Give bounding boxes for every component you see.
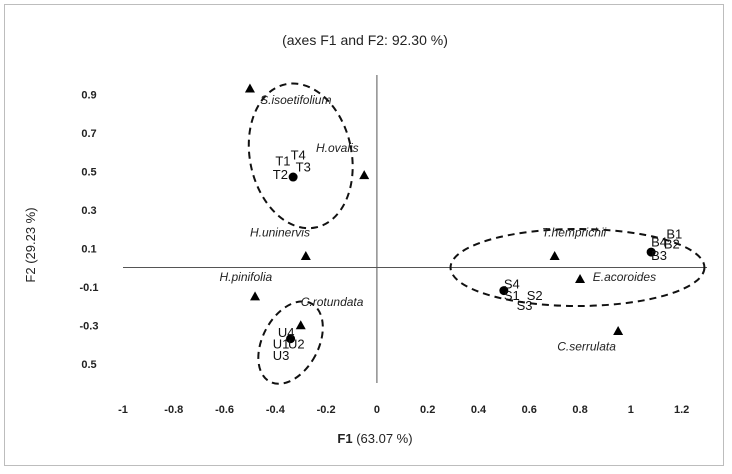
chart-title: (axes F1 and F2: 92.30 %)	[282, 32, 448, 48]
variable-marker	[295, 320, 306, 330]
cluster-ellipse	[247, 82, 354, 230]
y-tick-labels: 0.9 0.7 0.5 0.3 0.1 -0.1 -0.3 0.5	[80, 89, 99, 371]
observation-marker	[288, 172, 298, 182]
x-tick-label: -0.4	[266, 404, 286, 416]
observation-marker	[646, 247, 656, 257]
cluster-ellipse	[449, 228, 706, 307]
variable-label: H.pinifolia	[219, 270, 272, 284]
variable-label: T.hemprichii	[542, 226, 607, 240]
x-tick-label: -0.2	[317, 404, 336, 416]
x-tick-label: 0.4	[471, 404, 487, 416]
y-tick-label: 0.1	[81, 243, 96, 255]
y-tick-label: -0.1	[80, 282, 99, 294]
x-tick-label: 0	[374, 404, 380, 416]
observation-label: S2	[527, 288, 543, 303]
observation-label: B3	[651, 248, 667, 263]
observation-label: T1	[275, 153, 290, 168]
variable-label: H.uninervis	[250, 226, 310, 240]
observation-label: B1	[666, 227, 682, 242]
variable-label: H.ovalis	[316, 141, 359, 155]
observation-marker	[286, 334, 296, 344]
chart-frame: (axes F1 and F2: 92.30 %) -1 -0.8 -0.6 -0.4…	[4, 4, 724, 466]
variable-marker	[359, 170, 370, 180]
x-tick-label: -1	[118, 404, 128, 416]
observation-label: T3	[296, 159, 311, 174]
x-tick-label: 1.2	[674, 404, 689, 416]
observation-label: T4	[291, 148, 306, 163]
cluster-ellipse	[257, 300, 324, 385]
observation-label: U3	[273, 348, 290, 363]
observation-label: U4	[278, 325, 295, 340]
variable-marker	[613, 326, 624, 336]
x-axis-label-suffix: (63.07 %)	[356, 431, 412, 446]
y-tick-label: 0.5	[81, 166, 96, 178]
variable-marker	[575, 274, 586, 284]
x-axis-label-prefix: F1	[337, 431, 352, 446]
y-tick-label: 0.3	[81, 205, 96, 217]
observation-label: U2	[288, 336, 305, 351]
y-tick-label: 0.9	[81, 89, 96, 101]
x-axis-label: F1 (63.07 %)	[337, 431, 412, 446]
y-tick-label: 0.5	[81, 359, 96, 371]
axes	[123, 75, 707, 383]
y-tick-label: -0.3	[80, 320, 99, 332]
observation-label: B4	[651, 234, 667, 249]
y-tick-label: 0.7	[81, 128, 96, 140]
observation-label: B2	[664, 236, 680, 251]
x-tick-label: -0.6	[215, 404, 234, 416]
x-tick-label: 0.2	[420, 404, 435, 416]
x-tick-label: -0.8	[164, 404, 183, 416]
observation-label: U1	[273, 336, 290, 351]
variable-label: S.isoetifolium	[260, 93, 331, 107]
variable-label: C.rotundata	[301, 295, 364, 309]
observation-label: T2	[273, 167, 288, 182]
pca-biplot: (axes F1 and F2: 92.30 %) -1 -0.8 -0.6 -0.4…	[23, 32, 707, 446]
variable-marker	[250, 291, 261, 301]
observation-label: S4	[504, 277, 520, 292]
variable-marker	[300, 250, 311, 260]
observation-marker	[499, 286, 509, 296]
cluster-ellipses	[247, 82, 706, 385]
variable-marker	[244, 83, 255, 93]
variable-marker	[549, 250, 560, 260]
variable-points: S.isoetifolium H.ovalis H.uninervis H.pinif…	[219, 83, 656, 353]
variable-label: C.serrulata	[557, 339, 616, 353]
x-tick-label: 0.6	[522, 404, 537, 416]
x-tick-label: 0.8	[572, 404, 587, 416]
variable-label: E.acoroides	[593, 270, 656, 284]
x-tick-label: 1	[628, 404, 634, 416]
y-axis-label: F2 (29.23 %)	[23, 207, 38, 282]
x-tick-labels: -1 -0.8 -0.6 -0.4 -0.2 0 0.2 0.4 0.6 0.8 1 1.2	[118, 404, 689, 416]
observation-label: S1	[504, 288, 520, 303]
observation-label: S3	[517, 298, 533, 313]
